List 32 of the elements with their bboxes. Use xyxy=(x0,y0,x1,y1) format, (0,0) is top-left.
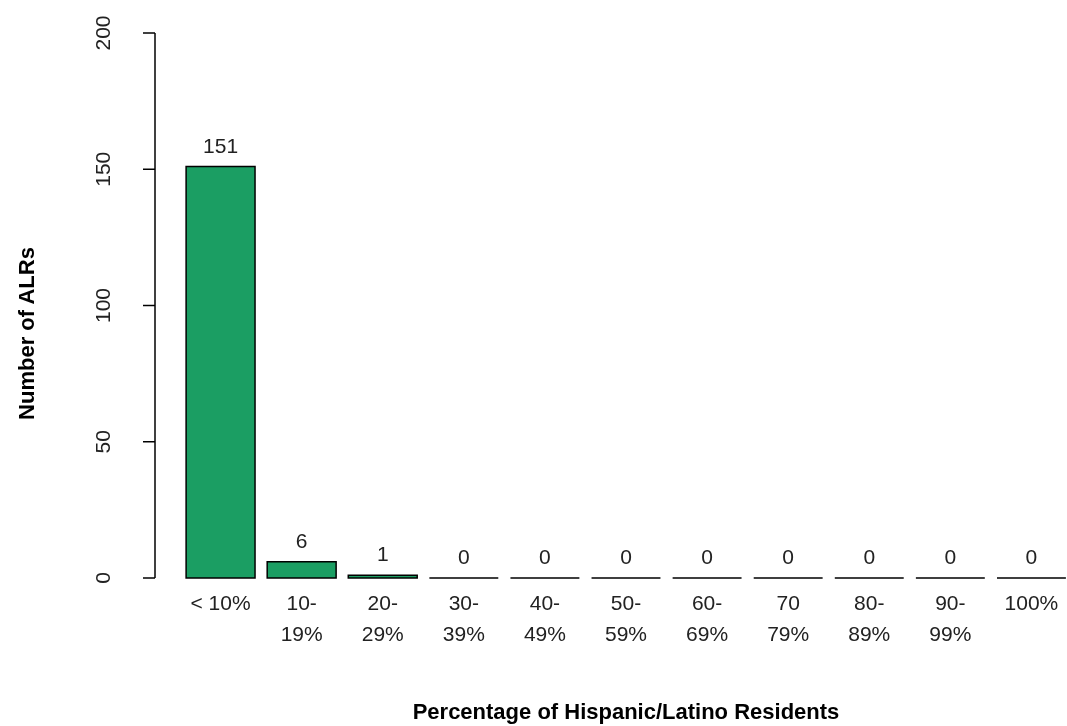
bar xyxy=(347,574,418,579)
data-label: 151 xyxy=(203,133,239,157)
x-tick-label: 10- 19% xyxy=(280,591,323,645)
y-tick-label: 50 xyxy=(91,430,114,454)
bar xyxy=(266,560,337,579)
y-tick-label: 150 xyxy=(91,151,114,187)
y-tick-label: 200 xyxy=(91,15,114,51)
y-axis-title: Number of ALRs xyxy=(14,247,39,420)
x-tick-label: 100% xyxy=(1004,591,1059,614)
data-label: 0 xyxy=(944,545,957,568)
data-label: 0 xyxy=(863,545,876,568)
data-label: 1 xyxy=(376,542,389,566)
x-tick-label: 80- 89% xyxy=(848,591,891,645)
x-tick-label: < 10% xyxy=(190,591,251,614)
x-tick-label: 50- 59% xyxy=(604,591,648,645)
x-tick-label: 60- 69% xyxy=(686,591,729,645)
x-tick-label: 40- 49% xyxy=(523,591,566,645)
x-tick-label: 20- 29% xyxy=(361,591,404,645)
data-label: 0 xyxy=(701,545,713,568)
data-label: 0 xyxy=(1025,545,1038,568)
x-axis-title: Percentage of Hispanic/Latino Residents xyxy=(412,699,840,724)
data-label: 0 xyxy=(782,545,795,568)
y-tick-label: 100 xyxy=(91,287,114,324)
data-label: 0 xyxy=(539,545,551,568)
data-label: 0 xyxy=(620,545,632,568)
data-label: 6 xyxy=(295,528,308,552)
bar xyxy=(185,165,256,579)
data-label: 0 xyxy=(457,545,470,568)
x-tick-label: 30- 39% xyxy=(442,591,485,645)
y-tick-label: 0 xyxy=(91,572,114,584)
x-tick-label: 90- 99% xyxy=(929,591,972,645)
x-tick-label: 70 79% xyxy=(767,591,810,645)
